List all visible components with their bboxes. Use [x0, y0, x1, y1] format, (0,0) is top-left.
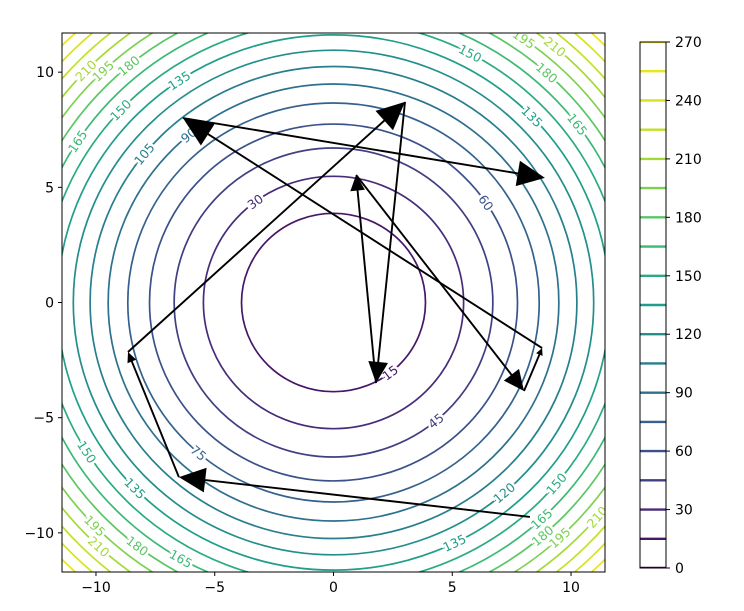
- arrow-head-8: [515, 160, 545, 187]
- x-tick-label: 5: [448, 580, 457, 596]
- arrow-3: [368, 101, 406, 384]
- contour-line-105: [89, 65, 578, 540]
- arrow-head-4: [350, 174, 365, 192]
- arrow-head-6: [536, 348, 543, 356]
- x-tick-label: 0: [329, 580, 338, 596]
- arrow-6: [523, 348, 543, 392]
- arrow-2: [127, 101, 405, 353]
- colorbar: 0 30 60 90 120 150 180 210 240 270: [639, 35, 702, 577]
- contour-line-120: [72, 49, 595, 556]
- arrow-shaft-5: [355, 174, 518, 383]
- colorbar-lines: [640, 42, 666, 568]
- contour-line-15: [240, 212, 427, 393]
- arrow-4: [350, 174, 377, 384]
- arrow-shaft-4: [355, 183, 377, 384]
- arrow-shaft-2: [127, 111, 395, 353]
- y-tick-label: 0: [45, 296, 54, 312]
- contour-line-30: [202, 175, 465, 430]
- trajectory-arrows: [127, 101, 545, 518]
- colorbar-tick-label: 120: [675, 327, 702, 343]
- colorbar-tick-label: 240: [675, 93, 702, 109]
- contour-line-45: [173, 147, 494, 458]
- arrow-shaft-0: [193, 477, 531, 518]
- y-tick-label: −10: [24, 526, 54, 542]
- x-axis: −10 −5 0 5 10: [81, 572, 580, 596]
- x-tick-label: −10: [81, 580, 111, 596]
- contour-line-135: [62, 34, 605, 571]
- colorbar-outline: [639, 41, 667, 569]
- colorbar-tick-label: 0: [675, 561, 684, 577]
- arrow-shaft-6: [523, 351, 542, 392]
- arrow-head-7: [182, 118, 216, 146]
- arrow-head-1: [127, 352, 137, 364]
- arrow-shaft-3: [376, 101, 406, 372]
- y-tick-label: 5: [45, 180, 54, 196]
- arrow-head-2: [375, 101, 405, 131]
- arrow-0: [178, 467, 531, 518]
- arrow-7: [182, 118, 543, 349]
- y-axis: −10 −5 0 5 10: [24, 65, 62, 542]
- contour-lines: [62, 33, 605, 572]
- y-tick-label: 10: [36, 65, 54, 81]
- contour-line-90: [107, 83, 560, 522]
- colorbar-tick-label: 270: [675, 35, 702, 51]
- colorbar-tick-label: 210: [675, 152, 702, 168]
- colorbar-tick-label: 60: [675, 444, 693, 460]
- x-tick-label: −5: [204, 580, 225, 596]
- colorbar-tick-label: 30: [675, 503, 693, 519]
- colorbar-tick-label: 90: [675, 386, 693, 402]
- colorbar-tick-label: 150: [675, 269, 702, 285]
- arrow-head-3: [368, 361, 388, 384]
- arrow-shaft-8: [182, 117, 531, 177]
- y-tick-label: −5: [33, 411, 54, 427]
- arrow-8: [182, 117, 545, 187]
- contour-line-75: [126, 102, 541, 503]
- contour-line-60: [148, 123, 519, 482]
- arrow-shaft-1: [129, 356, 180, 478]
- arrow-head-0: [178, 467, 207, 493]
- arrow-5: [355, 174, 524, 391]
- arrow-head-5: [503, 368, 524, 391]
- arrow-1: [127, 352, 180, 478]
- x-tick-label: 10: [562, 580, 580, 596]
- colorbar-tick-label: 180: [675, 210, 702, 226]
- arrow-shaft-7: [196, 126, 543, 349]
